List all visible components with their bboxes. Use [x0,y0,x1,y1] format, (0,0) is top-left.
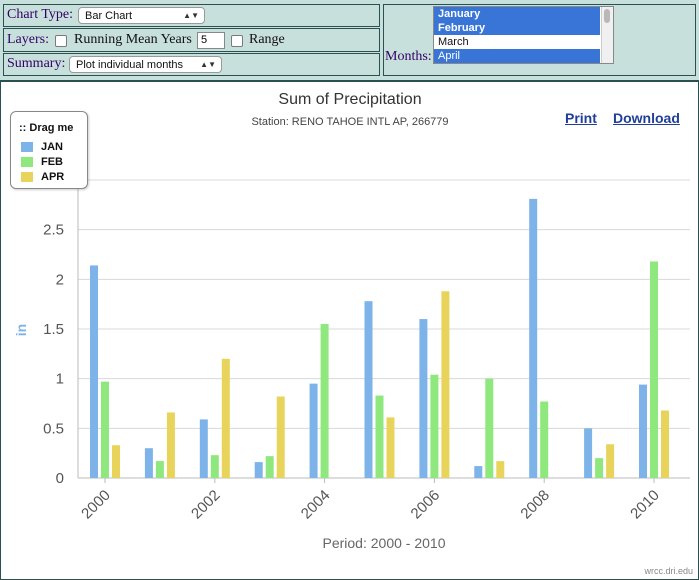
x-tick-label: 2006 [408,487,444,523]
y-tick-labels: 00.511.522.53 [43,172,64,487]
bar-feb-2003[interactable] [265,456,274,478]
chart-container [0,81,699,580]
bar-jan-2009[interactable] [584,428,593,478]
running-mean-years-input[interactable]: 5 [197,32,225,49]
bar-jan-2002[interactable] [199,419,208,478]
x-tick-label: 2002 [188,487,224,523]
legend-swatch-apr [21,172,33,182]
legend-label-jan: JAN [41,141,64,153]
x-tick-label: 2010 [627,487,663,523]
bar-apr-2000[interactable] [112,445,120,478]
bar-apr-2002[interactable] [221,358,230,478]
legend-drag-handle[interactable]: :: Drag me [19,122,74,134]
bar-feb-2005[interactable] [375,395,384,478]
x-tick-label: 2000 [78,487,114,523]
bar-feb-2008[interactable] [540,401,549,478]
legend-swatch-feb [21,157,33,167]
chart-type-row: Chart Type: Bar Chart ▲▼ [3,4,380,27]
layers-label: Layers: [7,32,49,47]
month-option-march[interactable]: March [438,36,469,48]
scrollbar-thumb[interactable] [604,9,610,23]
chart-type-select[interactable]: Bar Chart ▲▼ [78,7,205,24]
y-tick-label: 1.5 [43,321,64,338]
summary-value: Plot individual months [76,59,184,71]
range-checkbox[interactable] [231,35,243,47]
bar-jan-2006[interactable] [419,319,428,478]
bar-jan-2001[interactable] [144,448,153,478]
grid-layer [78,179,690,429]
x-tick-label: 2004 [298,487,334,523]
bar-jan-2000[interactable] [90,265,98,478]
chart-legend[interactable]: :: Drag me JAN FEB APR [10,111,88,189]
bar-jan-2004[interactable] [309,383,318,478]
select-arrows-icon: ▲▼ [183,11,199,20]
y-axis-label: in [13,324,29,336]
y-tick-label: 1 [56,371,64,388]
print-link[interactable]: Print [565,110,597,126]
y-tick-label: 0 [56,470,64,487]
month-option-january[interactable]: January [434,7,600,21]
y-tick-label: 0.5 [43,420,64,437]
bar-feb-2004[interactable] [320,324,329,478]
y-tick-label: 2.5 [43,222,64,239]
bar-apr-2005[interactable] [386,417,395,478]
bar-feb-2010[interactable] [650,261,658,478]
summary-select[interactable]: Plot individual months ▲▼ [69,56,222,73]
bar-feb-2007[interactable] [485,378,494,478]
control-panel: Chart Type: Bar Chart ▲▼ Layers: Running… [0,0,699,81]
download-link[interactable]: Download [613,110,680,126]
bar-feb-2001[interactable] [155,461,164,478]
y-tick-label: 2 [56,271,64,288]
credit-text: wrcc.dri.edu [644,566,693,576]
bar-apr-2009[interactable] [606,444,615,478]
bar-apr-2003[interactable] [276,396,285,478]
running-mean-label: Running Mean Years [74,32,192,47]
bar-apr-2001[interactable] [166,412,175,478]
bar-feb-2002[interactable] [210,455,219,478]
bar-apr-2010[interactable] [661,410,669,478]
chart-type-label: Chart Type: [7,7,74,22]
legend-label-apr: APR [41,171,65,183]
month-option-february[interactable]: February [434,21,600,35]
bar-jan-2010[interactable] [639,384,647,478]
running-mean-checkbox[interactable] [55,35,67,47]
range-label: Range [249,32,285,47]
select-arrows-icon: ▲▼ [200,60,216,69]
x-axis-label: Period: 2000 - 2010 [323,535,446,551]
bar-apr-2006[interactable] [441,291,450,478]
bar-jan-2005[interactable] [364,301,373,478]
x-tick-label: 2008 [517,487,553,523]
bar-feb-2009[interactable] [595,458,604,478]
months-scrollbar[interactable] [601,7,613,63]
months-listbox[interactable]: January February March April [433,6,614,64]
bar-jan-2008[interactable] [529,198,538,478]
chart-subtitle: Station: RENO TAHOE INTL AP, 266779 [251,116,448,128]
bar-jan-2007[interactable] [474,466,483,478]
legend-label-feb: FEB [41,156,63,168]
summary-label: Summary: [7,56,66,71]
month-option-april[interactable]: April [434,49,600,63]
bar-jan-2003[interactable] [254,462,263,478]
bar-apr-2007[interactable] [496,461,505,478]
bars-layer [90,198,669,478]
legend-swatch-jan [21,142,33,152]
layers-row: Layers: Running Mean Years 5 Range [3,28,380,52]
months-label: Months: [385,49,432,64]
chart-type-value: Bar Chart [85,10,133,22]
x-tick-labels: 2000 2002 2004 2006 2008 2010 [78,478,663,522]
bar-feb-2000[interactable] [101,381,109,478]
bar-feb-2006[interactable] [430,374,439,478]
summary-row: Summary: Plot individual months ▲▼ [3,53,380,76]
chart-title: Sum of Precipitation [278,91,421,108]
